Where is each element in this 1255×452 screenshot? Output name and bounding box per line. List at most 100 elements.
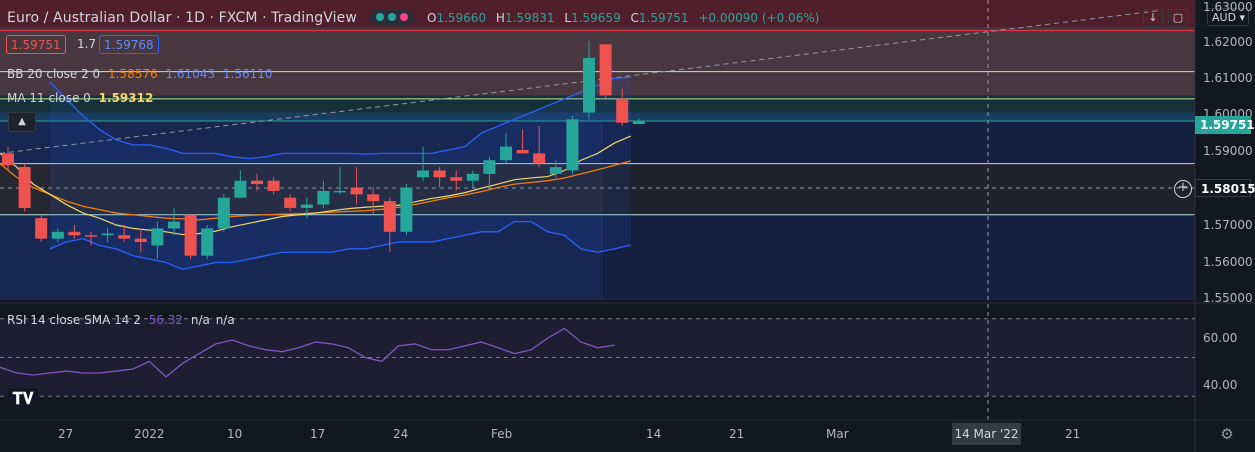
symbol-title[interactable]: Euro / Australian Dollar · 1D · FXCM · T… [7,10,357,26]
candle-body [217,197,230,229]
currency-label: AUD [1212,11,1237,24]
ohlc-low-key: L [564,11,572,25]
crosshair-price-tag: 1.58015 [1195,179,1255,197]
rsi-legend[interactable]: RSI 14 close SMA 14 2 56.32 n/a n/a [7,313,235,327]
candle-body [616,98,629,123]
candle-body [417,170,429,178]
candle-body [184,214,197,256]
ohlc-high-key: H [495,11,505,25]
rsi-na-1: n/a [190,313,210,327]
ma-label: MA 11 close 0 [7,91,91,105]
future-shade [603,121,1195,300]
down-arrow-icon[interactable]: ↓ [1143,9,1163,27]
time-tick: 21 [729,427,745,441]
fullscreen-icon[interactable]: ▢ [1168,9,1188,27]
rsi-tick: 60.00 [1203,331,1238,345]
gear-icon[interactable]: ⚙ [1220,425,1234,443]
time-tick: 14 [646,427,662,441]
time-tick: 21 [1065,427,1081,441]
bb-lower-value: 1.56110 [222,67,273,81]
candle-body [549,167,562,174]
rsi-value: 56.32 [148,313,184,327]
candle-body [51,231,64,239]
price-tick: 1.55000 [1203,291,1253,305]
buy-button[interactable]: 1.59768 [99,35,159,54]
price-tick: 1.56000 [1203,255,1253,269]
market-status[interactable] [370,9,414,25]
ma-value: 1.59312 [98,91,154,105]
currency-selector[interactable]: AUD ▾ [1207,8,1249,26]
ohlc-open: 1.59660 [436,11,487,25]
rsi-label: RSI 14 close SMA 14 2 [7,313,141,327]
bb-label: BB 20 close 2 0 [7,67,101,81]
candle-body [35,218,48,239]
time-tick: 27 [58,427,74,441]
candle-body [583,57,595,113]
candle-body [500,146,512,161]
time-tick: Mar [826,427,849,441]
price-tick: 1.57000 [1203,218,1253,232]
candle-body [599,44,612,96]
time-tick: 17 [310,427,326,441]
candle-body [101,233,114,236]
ohlc-close: 1.59751 [638,11,689,25]
time-tick: 2022 [134,427,165,441]
candle-body [2,153,14,166]
candle-body [134,238,147,243]
ohlc-high: 1.59831 [504,11,555,25]
candle-body [533,153,546,164]
candle-body [251,180,263,185]
price-tick: 1.62000 [1203,35,1253,49]
plus-circle-icon[interactable]: + [1174,180,1192,198]
crosshair-date-tag: 14 Mar '22 [952,423,1021,445]
market-open-dot [376,13,384,21]
zone-green [0,27,1195,122]
candle-body [267,180,280,191]
last-price-tag: 1.59751 [1195,116,1255,134]
ohlc-open-key: O [427,11,437,25]
candle-body [300,204,313,208]
candle-body [201,228,214,256]
candle-body [383,201,396,232]
candle-body [516,150,529,154]
candle-body [234,180,247,198]
bb-upper-line [49,76,631,160]
tradingview-logo[interactable]: 𝐓𝐕 [8,388,38,410]
zone-gray [0,163,1195,215]
candle-body [317,190,330,205]
zone-red [0,0,1195,96]
candle-body [118,235,131,239]
candle-body [450,177,463,181]
ohlc-readout: O1.59660 H1.59831 L1.59659 C1.59751 +0.0… [427,11,825,25]
zone-blue [0,214,1195,300]
candle-body [151,228,164,246]
candle-body [350,187,363,195]
ohlc-low: 1.59659 [571,11,621,25]
collapse-legend-button[interactable]: ▲ [8,112,36,132]
time-tick: Feb [491,427,513,441]
ohlc-change: +0.00090 (+0.06%) [698,11,820,25]
delay-dot [400,13,408,21]
candle-body [483,160,496,174]
ohlc-close-key: C [630,11,639,25]
spread-value: 1.7 [77,37,97,51]
candle-body [466,173,479,181]
candle-body [85,235,97,237]
candle-body [400,187,413,232]
realtime-dot [388,13,396,21]
sell-button[interactable]: 1.59751 [6,35,66,54]
trend-line [0,9,1163,154]
price-tick: 1.61000 [1203,71,1253,85]
bb-upper-value: 1.61043 [165,67,216,81]
candle-body [334,190,346,193]
rsi-tick: 40.00 [1203,378,1238,392]
rsi-na-2: n/a [215,313,235,327]
bb-basis-value: 1.58576 [108,67,158,81]
ma-legend[interactable]: MA 11 close 0 1.59312 [7,91,153,105]
bb-legend[interactable]: BB 20 close 2 0 1.58576 1.61043 1.56110 [7,67,273,81]
candle-body [68,231,81,236]
candle-body [168,221,180,229]
